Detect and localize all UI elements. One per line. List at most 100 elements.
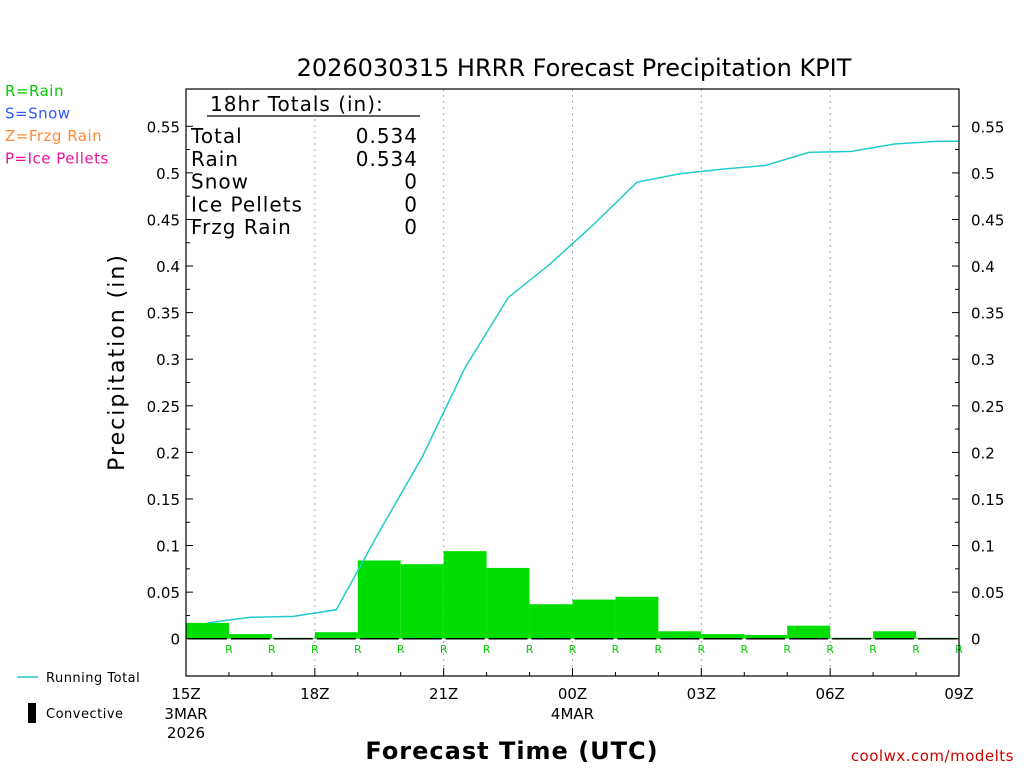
totals-value-4: 0 [404, 215, 418, 239]
ptype-marker-11: R [655, 643, 663, 656]
vertical-gridlines [314, 89, 831, 676]
precip-bar-1 [186, 622, 229, 639]
xtick-label-6: 09Z [944, 685, 973, 703]
totals-value-2: 0 [404, 170, 418, 194]
running-total-polyline [207, 140, 959, 624]
xtick-label-5: 06Z [815, 685, 844, 703]
ytick-label-right-9: 0.45 [971, 211, 1004, 229]
x-axis-label: Forecast Time (UTC) [365, 737, 658, 765]
ytick-label-left-11: 0.55 [147, 118, 180, 136]
ptype-marker-10: R [612, 643, 620, 656]
totals-label-3: Ice Pellets [191, 192, 303, 216]
ytick-label-left-9: 0.45 [147, 211, 180, 229]
ytick-label-left-10: 0.5 [156, 165, 180, 183]
precip-bar-17 [873, 631, 917, 639]
ptype-marker-3: R [311, 643, 319, 656]
ytick-label-right-5: 0.25 [971, 398, 1004, 416]
ytick-label-left-1: 0.05 [147, 584, 180, 602]
precip-bar-5 [357, 560, 401, 639]
xtick-label-0: 15Z [171, 685, 200, 703]
ytick-label-right-6: 0.3 [971, 351, 995, 369]
convective-legend-label: Convective [46, 707, 124, 722]
precip-bar-4 [314, 632, 358, 639]
ptype-marker-14: R [783, 643, 791, 656]
xtick-label-2: 21Z [429, 685, 458, 703]
ptype-marker-2: R [268, 643, 276, 656]
totals-rows: Total 0.534 Rain 0.534 Snow 0 Ice Pellets 0 Frzg… [190, 124, 418, 239]
ytick-label-right-3: 0.15 [971, 491, 1004, 509]
totals-label-1: Rain [191, 147, 239, 171]
precip-bar-6 [400, 564, 444, 639]
ytick-label-left-5: 0.25 [147, 398, 180, 416]
ptype-marker-16: R [869, 643, 877, 656]
ytick-label-right-1: 0.05 [971, 584, 1004, 602]
ptype-marker-4: R [354, 643, 362, 656]
convective-legend-swatch [28, 703, 36, 723]
precip-bar-11 [615, 596, 659, 639]
ytick-label-right-11: 0.55 [971, 118, 1004, 136]
hourly-precip-bars [186, 551, 959, 640]
ytick-label-right-7: 0.35 [971, 305, 1004, 323]
precip-bar-2 [228, 634, 272, 639]
ptype-marker-9: R [569, 643, 577, 656]
ytick-label-right-0: 0 [971, 631, 981, 649]
xtick-label-1: 18Z [300, 685, 329, 703]
ytick-label-left-4: 0.2 [156, 444, 180, 462]
ptype-marker-7: R [483, 643, 491, 656]
ptype-marker-12: R [698, 643, 706, 656]
precip-bar-12 [658, 631, 702, 639]
precip-bar-9 [529, 604, 573, 639]
precip-bar-10 [572, 599, 616, 639]
credit-text: coolwx.com/modelts [851, 747, 1014, 765]
totals-header: 18hr Totals (in): [210, 92, 384, 116]
ytick-label-right-10: 0.5 [971, 165, 995, 183]
precip-bar-7 [443, 551, 487, 639]
type-legend-item-3: P=Ice Pellets [5, 150, 109, 168]
ytick-label-left-8: 0.4 [156, 258, 180, 276]
y-axis-ticks: 0 00.05 0.050.1 0.10.15 0.150.2 0.20.25 0.250.… [147, 118, 1005, 648]
precip-bar-13 [701, 634, 745, 639]
ptype-marker-6: R [440, 643, 448, 656]
type-legend-item-0: R=Rain [5, 82, 64, 100]
ytick-label-left-0: 0 [170, 631, 180, 649]
xtick-label-4: 03Z [687, 685, 716, 703]
totals-label-2: Snow [191, 170, 249, 194]
ytick-label-right-2: 0.1 [971, 538, 995, 556]
ptype-marker-17: R [912, 643, 920, 656]
ptype-marker-5: R [397, 643, 405, 656]
type-legend-item-1: S=Snow [5, 105, 71, 123]
ytick-label-left-7: 0.35 [147, 305, 180, 323]
precip-bar-8 [486, 567, 530, 639]
ptype-marker-15: R [826, 643, 834, 656]
precip-bar-15 [787, 625, 831, 639]
y-axis-label: Precipitation (in) [105, 253, 130, 471]
ptype-marker-8: R [526, 643, 534, 656]
totals-label-0: Total [190, 124, 243, 148]
xtick-sublabel1-0: 3MAR [164, 705, 207, 723]
chart-title: 2026030315 HRRR Forecast Precipitation K… [297, 54, 852, 82]
totals-box: 18hr Totals (in): Total 0.534 Rain 0.534 Sno… [190, 92, 420, 239]
running-total-legend-label: Running Total [46, 671, 140, 686]
ytick-label-left-2: 0.1 [156, 538, 180, 556]
ytick-label-right-4: 0.2 [971, 444, 995, 462]
type-legend-item-2: Z=Frzg Rain [5, 127, 102, 145]
ptype-marker-13: R [740, 643, 748, 656]
xtick-sublabel2-0: 2026 [167, 724, 205, 742]
totals-label-4: Frzg Rain [191, 215, 292, 239]
xtick-sublabel1-3: 4MAR [551, 705, 594, 723]
totals-value-3: 0 [404, 192, 418, 216]
precip-bar-14 [744, 635, 788, 639]
ytick-label-left-3: 0.15 [147, 491, 180, 509]
ptype-marker-1: R [225, 643, 233, 656]
xtick-label-3: 00Z [558, 685, 587, 703]
totals-value-0: 0.534 [356, 124, 418, 148]
ytick-label-right-8: 0.4 [971, 258, 995, 276]
ytick-label-left-6: 0.3 [156, 351, 180, 369]
precip-type-legend: R=Rain S=Snow Z=Frzg Rain P=Ice Pellets [5, 82, 109, 168]
series-legend: Running Total Convective [17, 671, 140, 723]
totals-value-1: 0.534 [356, 147, 418, 171]
running-total-line [207, 140, 959, 624]
